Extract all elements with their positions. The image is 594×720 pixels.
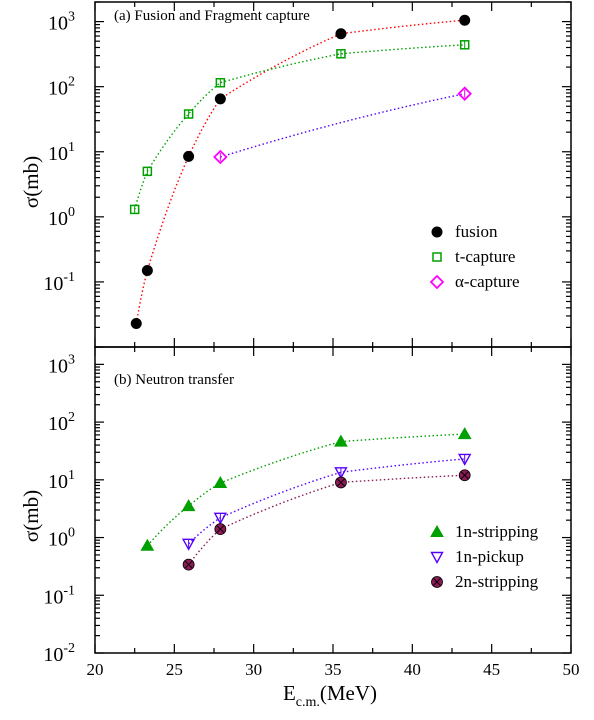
data-point-1n-stripping	[213, 476, 228, 489]
legend-label-1n-pickup: 1n-pickup	[455, 547, 524, 566]
y-tick-label-a: 10-1	[43, 270, 75, 295]
data-point-2n-stripping	[182, 558, 195, 571]
x-tick-label: 25	[166, 660, 183, 679]
legend-label-2n-stripping: 2n-stripping	[455, 572, 539, 591]
y-tick-label-b: 103	[48, 352, 75, 377]
x-axis-label: Ec.m.(MeV)	[283, 681, 377, 710]
x-tick-label: 45	[483, 660, 500, 679]
data-point-t-capture	[336, 49, 346, 59]
x-tick-label: 50	[563, 660, 580, 679]
x-tick-label: 30	[245, 660, 262, 679]
legend-marker-1n-pickup	[430, 551, 444, 564]
data-point-t-capture	[129, 204, 140, 215]
legend-marker-1n-stripping	[430, 524, 444, 537]
y-tick-label-b: 10-1	[43, 583, 75, 608]
x-tick-label: 20	[87, 660, 104, 679]
legend-label-1n-stripping: 1n-stripping	[455, 522, 539, 541]
data-point-t-capture	[142, 166, 153, 177]
legend-marker-2n-stripping-cross	[433, 578, 441, 586]
data-point-1n-stripping	[181, 499, 196, 512]
series-line-1n-stripping	[146, 433, 465, 547]
data-point-fusion	[214, 93, 226, 105]
data-point-t-capture	[215, 77, 226, 88]
panel-a-fusion-fragment-capture: (a) Fusion and Fragment capture σ(mb) 10…	[19, 1, 572, 348]
series-line-fusion	[135, 19, 465, 324]
y-tick-label-b: 100	[48, 526, 75, 551]
data-point-t-capture	[459, 40, 470, 50]
legend-marker-2n-stripping	[431, 576, 443, 588]
data-point-2n-stripping-cross	[337, 478, 345, 487]
data-point-2n-stripping	[458, 469, 471, 482]
data-point-1n-stripping	[334, 434, 348, 447]
y-tick-label-b: 10-2	[43, 641, 75, 666]
y-tick-label-a: 103	[48, 10, 75, 35]
series-line-t-capture	[133, 44, 465, 210]
data-point-2n-stripping	[335, 476, 347, 489]
y-tick-label-b: 101	[48, 468, 75, 493]
data-point-1n-pickup	[181, 538, 196, 551]
data-point-fusion	[335, 28, 347, 40]
series-line--capture	[220, 93, 465, 158]
y-tick-label-a: 102	[48, 75, 75, 100]
legend-marker-t-capture	[432, 252, 442, 262]
legend-marker-fusion	[431, 226, 443, 238]
data-point-2n-stripping-cross	[184, 560, 193, 569]
data-point-1n-pickup	[213, 512, 228, 525]
data-point-2n-stripping	[214, 523, 227, 536]
panel-b-ylabel: σ(mb)	[19, 490, 43, 542]
y-tick-label-b: 102	[48, 410, 75, 435]
data-point-1n-stripping	[140, 538, 155, 551]
data-point-1n-stripping	[457, 427, 472, 440]
x-tick-label: 35	[325, 660, 342, 679]
data-point-1n-pickup	[458, 453, 472, 466]
data-point-fusion	[130, 317, 142, 329]
data-point-2n-stripping-cross	[216, 525, 225, 533]
data-point-1n-pickup	[334, 467, 348, 480]
panel-a-label: (a) Fusion and Fragment capture	[114, 8, 310, 24]
plot-frame-a	[94, 1, 572, 348]
legend-label-t-capture: t-capture	[455, 247, 515, 266]
data-point-fusion	[459, 14, 471, 26]
data-point--capture	[457, 86, 472, 101]
legend-label-fusion: fusion	[455, 222, 498, 241]
x-tick-label: 40	[404, 660, 421, 679]
data-point-t-capture	[183, 109, 194, 119]
y-tick-label-a: 100	[48, 205, 75, 230]
series-line-1n-pickup	[188, 458, 465, 545]
data-point-2n-stripping-cross	[460, 471, 469, 480]
data-point-fusion	[183, 150, 195, 162]
panel-b-neutron-transfer: (b) Neutron transfer σ(mb) 20 25 30 35 40 45 5…	[19, 346, 580, 679]
legend-label--capture: α-capture	[455, 272, 520, 291]
data-point--capture	[213, 149, 228, 165]
data-point-fusion	[141, 264, 153, 276]
legend-marker--capture	[429, 274, 445, 290]
panel-b-label: (b) Neutron transfer	[114, 372, 234, 388]
panel-a-ylabel: σ(mb)	[19, 156, 43, 208]
series-line-2n-stripping	[188, 474, 465, 566]
y-tick-label-a: 101	[48, 140, 75, 165]
plot-frame-b	[94, 346, 572, 654]
